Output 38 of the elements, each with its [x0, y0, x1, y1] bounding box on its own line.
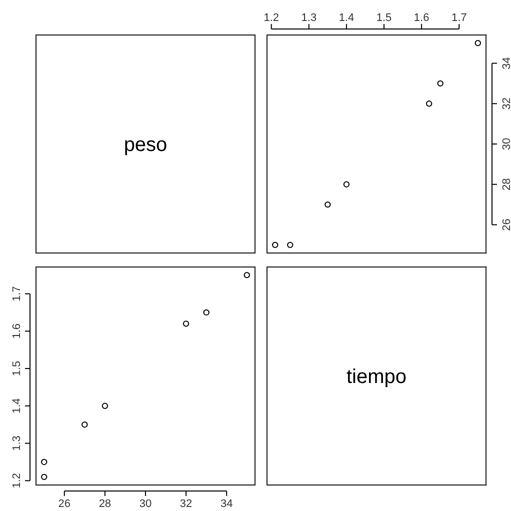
x-tick-label: 1.2 — [264, 12, 280, 24]
y-tick-label: 1.2 — [10, 473, 23, 488]
x-tick-label: 34 — [220, 498, 233, 510]
point — [244, 272, 250, 278]
point — [272, 242, 278, 248]
y-tick-label: 26 — [500, 218, 511, 231]
point — [426, 100, 432, 107]
y-tick-label: 1.5 — [10, 360, 23, 376]
point — [343, 181, 350, 188]
x-tick-label: 1.4 — [338, 12, 354, 24]
x-tick-label: 1.3 — [301, 12, 317, 24]
x-tick-label: 28 — [98, 498, 112, 510]
text: peso — [124, 134, 168, 156]
point — [102, 402, 108, 410]
point — [474, 40, 481, 46]
point — [41, 474, 48, 480]
y-tick-label: 32 — [500, 98, 511, 110]
point — [287, 242, 294, 248]
point — [82, 421, 88, 428]
x-tick-label: 1.6 — [414, 12, 430, 24]
y-tick-label: 1.4 — [10, 398, 23, 414]
y-tick-label: 30 — [500, 138, 511, 150]
y-tick-label: 28 — [500, 178, 511, 190]
y-tick-label: 1.6 — [10, 323, 23, 339]
x-tick-label: 26 — [58, 498, 71, 510]
x-tick-label: 1.7 — [451, 12, 467, 24]
y-tick-label: 1.7 — [10, 286, 23, 302]
x-tick-label: 30 — [139, 498, 152, 510]
point — [437, 80, 444, 87]
x-tick-label: 32 — [180, 498, 192, 510]
y-tick-label: 1.3 — [10, 436, 23, 451]
point — [182, 320, 190, 327]
y-tick-label: 34 — [500, 57, 511, 70]
text: tiempo — [346, 366, 407, 388]
point — [203, 309, 210, 316]
x-tick-label: 1.5 — [376, 12, 392, 24]
point — [324, 201, 331, 208]
point — [41, 458, 48, 466]
